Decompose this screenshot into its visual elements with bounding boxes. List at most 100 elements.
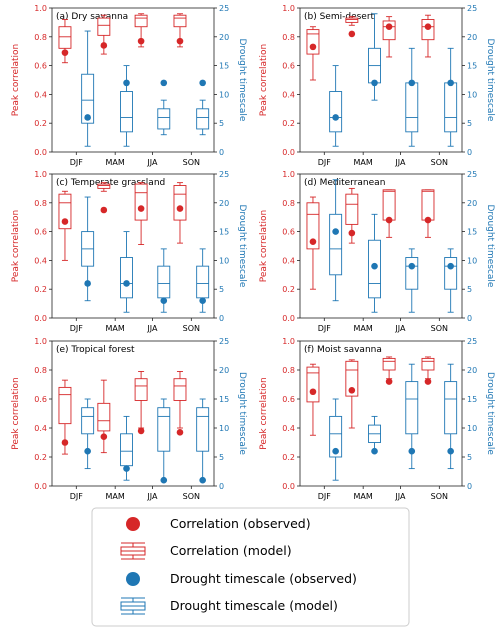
- x-tick-label: JJA: [146, 492, 158, 501]
- x-tick-label: JJA: [394, 158, 406, 167]
- x-tick-label: SON: [431, 158, 448, 167]
- box-body: [134, 378, 148, 401]
- x-tick-label: MAM: [106, 492, 125, 501]
- panel-5: (e) Tropical forest 0.0 0.2 0.4 0.6 0.8 1.0 0 5 1…: [11, 337, 247, 501]
- y-left-tick-label: 0.4: [282, 424, 295, 433]
- correlation-observed-point: [424, 23, 432, 31]
- y-right-axis-label: Drought timescale: [237, 39, 247, 122]
- box-body: [120, 257, 133, 299]
- timescale-model-box: [120, 231, 133, 313]
- y-right-tick-label: 0: [219, 482, 224, 491]
- y-left-tick-label: 1.0: [282, 337, 295, 346]
- correlation-observed-point: [100, 42, 108, 49]
- timescale-model-box: [405, 363, 419, 470]
- box-body: [345, 17, 359, 23]
- correlation-observed-point: [176, 429, 184, 436]
- timescale-observed-point: [84, 447, 91, 455]
- y-right-tick-label: 25: [467, 337, 477, 346]
- plot-frame: [51, 173, 215, 319]
- correlation-observed-point: [424, 378, 432, 385]
- timescale-model-box: [196, 99, 210, 136]
- timescale-model-box: [329, 65, 343, 147]
- y-right-tick-label: 25: [219, 4, 229, 13]
- timescale-observed-point: [199, 476, 206, 484]
- y-right-tick-label: 5: [467, 453, 472, 462]
- correlation-model-box: [382, 189, 396, 238]
- correlation-observed-point: [137, 37, 145, 45]
- y-left-tick-label: 0.2: [34, 285, 47, 294]
- correlation-model-box: [345, 359, 359, 429]
- legend-label: Correlation (observed): [170, 516, 311, 531]
- y-left-tick-label: 0.0: [34, 314, 47, 323]
- box-body: [97, 17, 111, 36]
- correlation-model-box: [421, 356, 435, 380]
- y-left-tick-label: 0.0: [282, 482, 295, 491]
- y-right-tick-label: 20: [467, 366, 477, 375]
- timescale-observed-point: [160, 297, 168, 305]
- correlation-observed-point: [385, 378, 393, 385]
- y-left-tick-label: 1.0: [34, 337, 47, 346]
- y-right-tick-label: 5: [219, 453, 224, 462]
- x-tick-label: DJF: [70, 158, 84, 167]
- timescale-observed-point: [199, 79, 206, 87]
- y-left-tick-label: 0.8: [34, 33, 47, 42]
- x-tick-label: SON: [183, 158, 200, 167]
- y-left-tick-label: 0.4: [34, 424, 47, 433]
- box-body: [345, 193, 359, 225]
- y-right-tick-label: 25: [467, 4, 477, 13]
- x-tick-label: DJF: [70, 324, 84, 333]
- panel-3: (c) Temperate grassland 0.0 0.2 0.4 0.6 0.8 1.…: [11, 170, 247, 333]
- box-body: [405, 381, 419, 435]
- box-body: [306, 366, 320, 403]
- y-right-tick-label: 0: [219, 314, 224, 323]
- box-body: [421, 189, 435, 221]
- legend-item-correlation-observed: Correlation (observed): [126, 516, 311, 531]
- y-left-tick-label: 0.0: [34, 482, 47, 491]
- timescale-observed-point: [408, 79, 416, 87]
- legend-label: Correlation (model): [170, 543, 292, 558]
- correlation-observed-point: [176, 37, 184, 45]
- x-tick-label: JJA: [146, 158, 158, 167]
- legend-item-timescale-model: Drought timescale (model): [120, 597, 338, 615]
- correlation-observed-point: [348, 30, 356, 38]
- y-left-tick-label: 0.8: [282, 366, 295, 375]
- y-left-axis-label: Peak correlation: [11, 44, 21, 117]
- legend: Correlation (observed) Correlation (model…: [91, 507, 410, 627]
- y-right-tick-label: 0: [467, 482, 472, 491]
- y-left-tick-label: 0.2: [282, 453, 295, 462]
- correlation-observed-point: [176, 205, 184, 212]
- y-right-tick-label: 10: [467, 256, 477, 265]
- timescale-model-box: [329, 179, 343, 302]
- legend-item-timescale-observed: Drought timescale (observed): [126, 571, 357, 586]
- correlation-model-box: [134, 182, 148, 246]
- y-right-tick-label: 15: [467, 395, 477, 404]
- timescale-observed-point: [160, 79, 168, 87]
- box-body: [329, 91, 343, 133]
- timescale-model-box: [81, 30, 95, 147]
- correlation-model-box: [173, 182, 187, 244]
- correlation-model-box: [58, 19, 72, 64]
- y-right-axis-label: Drought timescale: [485, 39, 495, 122]
- y-left-axis-label: Peak correlation: [259, 377, 269, 450]
- y-right-tick-label: 15: [467, 228, 477, 237]
- y-left-tick-label: 0.4: [282, 256, 295, 265]
- y-left-axis-label: Peak correlation: [11, 377, 21, 450]
- timescale-observed-point: [332, 114, 339, 121]
- y-left-tick-label: 0.0: [282, 314, 295, 323]
- x-tick-label: MAM: [106, 324, 125, 333]
- y-right-tick-label: 5: [219, 119, 224, 128]
- timescale-observed-point: [408, 447, 416, 455]
- timescale-observed-point: [123, 465, 130, 472]
- box-body: [173, 14, 187, 28]
- timescale-observed-point: [447, 79, 454, 87]
- y-left-tick-label: 0.2: [282, 285, 295, 294]
- box-body: [196, 265, 210, 299]
- box-body: [405, 257, 419, 290]
- y-right-tick-label: 25: [219, 170, 229, 179]
- correlation-model-box: [421, 14, 435, 58]
- legend-item-correlation-model: Correlation (model): [120, 542, 292, 560]
- timescale-model-box: [157, 99, 171, 136]
- y-right-tick-label: 15: [219, 62, 229, 71]
- legend-marker-point: [126, 517, 140, 531]
